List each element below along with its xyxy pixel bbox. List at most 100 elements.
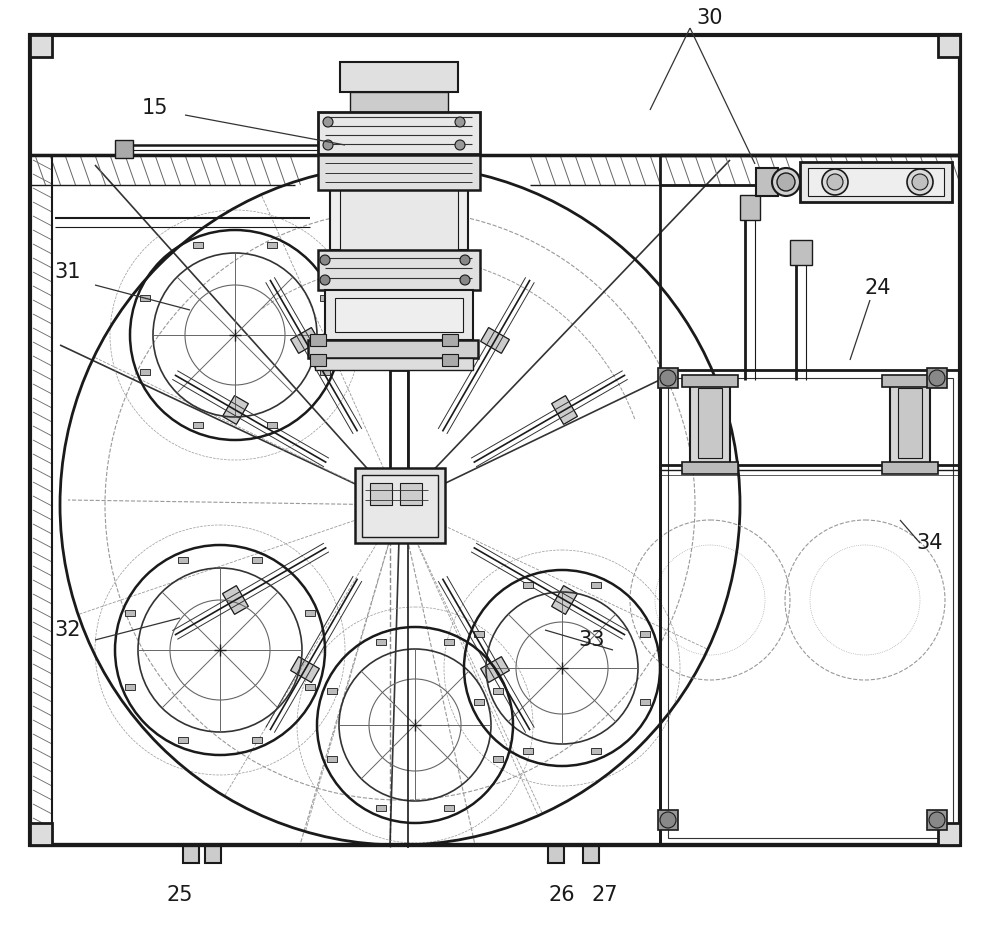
Bar: [660, 370, 960, 845]
Bar: [252, 736, 262, 743]
Bar: [291, 327, 319, 353]
Circle shape: [455, 117, 465, 127]
Bar: [183, 845, 199, 863]
Bar: [267, 242, 277, 249]
Bar: [327, 757, 337, 762]
Bar: [682, 462, 738, 474]
Text: 32: 32: [55, 620, 81, 640]
Bar: [890, 380, 930, 465]
Bar: [740, 195, 760, 220]
Bar: [318, 155, 480, 190]
Bar: [310, 354, 326, 366]
Bar: [444, 805, 454, 811]
Bar: [376, 805, 386, 811]
Text: 31: 31: [55, 262, 81, 282]
Bar: [523, 582, 533, 588]
Bar: [193, 422, 203, 427]
Bar: [938, 823, 960, 845]
Circle shape: [777, 173, 795, 191]
Bar: [882, 375, 938, 387]
Bar: [252, 558, 262, 563]
Bar: [193, 242, 203, 249]
Bar: [362, 475, 438, 537]
Bar: [318, 250, 480, 290]
Bar: [140, 295, 150, 301]
Bar: [668, 378, 953, 838]
Bar: [178, 558, 188, 563]
Bar: [493, 687, 503, 694]
Bar: [682, 375, 738, 387]
Bar: [115, 140, 133, 158]
Bar: [223, 586, 248, 614]
Bar: [320, 369, 330, 376]
Bar: [808, 168, 944, 196]
Bar: [125, 610, 135, 616]
Text: 33: 33: [579, 630, 605, 650]
Bar: [178, 736, 188, 743]
Bar: [800, 162, 952, 202]
Bar: [335, 298, 463, 332]
Bar: [327, 687, 337, 694]
Bar: [442, 354, 458, 366]
Bar: [320, 295, 330, 301]
Bar: [698, 388, 722, 458]
Bar: [30, 35, 52, 57]
Circle shape: [660, 812, 676, 828]
Text: 34: 34: [917, 533, 943, 553]
Bar: [305, 610, 315, 616]
Bar: [305, 684, 315, 690]
Text: 26: 26: [549, 885, 575, 905]
Bar: [330, 190, 468, 250]
Bar: [140, 369, 150, 376]
Bar: [350, 92, 448, 112]
Bar: [370, 483, 392, 505]
Bar: [308, 340, 478, 358]
Bar: [591, 582, 601, 588]
Bar: [658, 368, 678, 388]
Bar: [355, 468, 445, 543]
Bar: [552, 586, 577, 614]
Text: 27: 27: [592, 885, 618, 905]
Bar: [756, 168, 778, 196]
Bar: [938, 35, 960, 57]
Bar: [267, 422, 277, 427]
Bar: [790, 240, 812, 265]
Circle shape: [323, 140, 333, 150]
Circle shape: [357, 183, 441, 267]
Circle shape: [323, 117, 333, 127]
Bar: [340, 62, 458, 92]
Bar: [125, 684, 135, 690]
Bar: [340, 190, 458, 250]
Bar: [882, 462, 938, 474]
Bar: [444, 639, 454, 645]
Circle shape: [827, 174, 843, 190]
Bar: [223, 396, 248, 425]
Text: 15: 15: [142, 98, 168, 118]
Bar: [640, 699, 650, 706]
Bar: [30, 823, 52, 845]
Bar: [442, 334, 458, 346]
Bar: [548, 845, 564, 863]
Bar: [523, 748, 533, 754]
Bar: [310, 334, 326, 346]
Circle shape: [320, 275, 330, 285]
Circle shape: [460, 275, 470, 285]
Circle shape: [660, 370, 676, 386]
Bar: [205, 845, 221, 863]
Text: 24: 24: [865, 278, 891, 298]
Bar: [325, 290, 473, 340]
Circle shape: [912, 174, 928, 190]
Circle shape: [929, 370, 945, 386]
Bar: [591, 748, 601, 754]
Bar: [318, 112, 480, 154]
Bar: [376, 639, 386, 645]
Bar: [690, 380, 730, 465]
Bar: [640, 631, 650, 636]
Circle shape: [907, 169, 933, 195]
Bar: [400, 483, 422, 505]
Circle shape: [460, 255, 470, 265]
Bar: [583, 845, 599, 863]
Bar: [481, 327, 509, 353]
Bar: [552, 396, 577, 425]
Circle shape: [455, 140, 465, 150]
